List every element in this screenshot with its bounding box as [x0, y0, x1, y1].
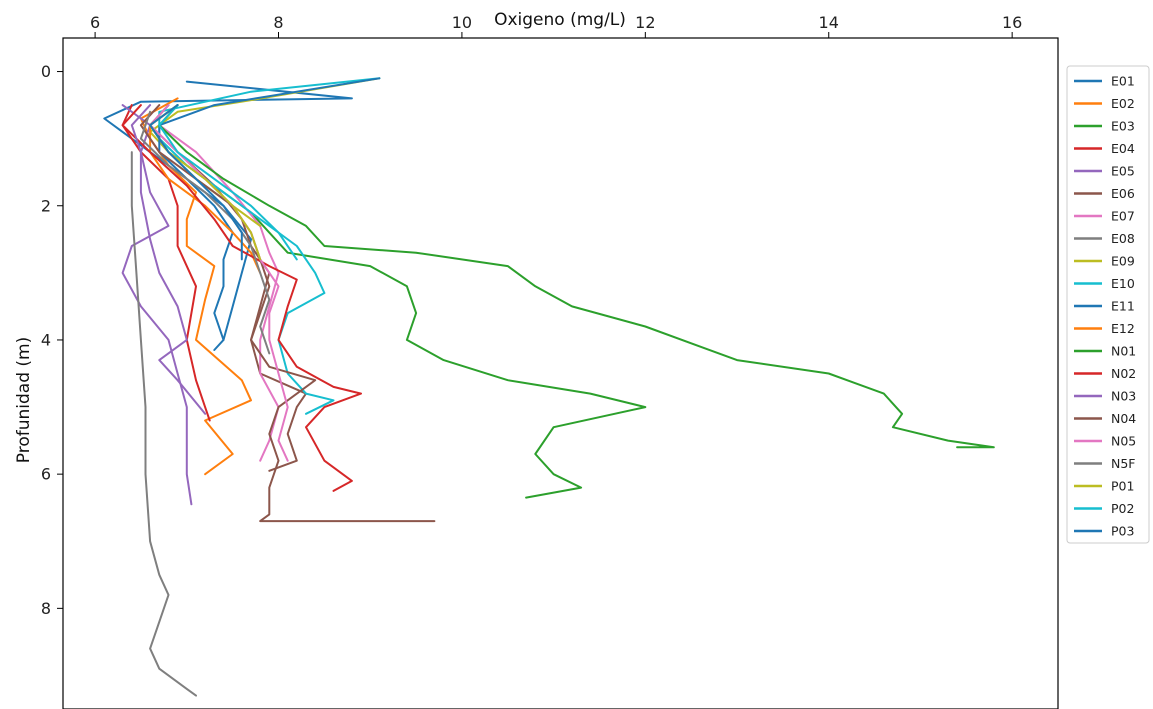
legend-frame: [1066, 65, 1150, 544]
series-line-p02: [158, 104, 298, 261]
legend-label-p03: P03: [1111, 524, 1134, 539]
x-tick-label: 14: [819, 13, 839, 32]
y-tick-label: 4: [41, 330, 51, 349]
x-tick-label: 8: [273, 13, 283, 32]
legend-label-e09: E09: [1111, 254, 1135, 269]
y-tick-label: 6: [41, 465, 51, 484]
legend-label-e08: E08: [1111, 231, 1135, 246]
legend-label-e10: E10: [1111, 276, 1135, 291]
series-line-e05: [121, 104, 193, 506]
series-line-p03: [149, 104, 243, 261]
y-tick-label: 0: [41, 62, 51, 81]
legend-label-n05: N05: [1111, 434, 1136, 449]
x-axis: 6 8 10 12 14 16: [90, 13, 1022, 38]
x-tick-label: 10: [452, 13, 472, 32]
legend-label-e12: E12: [1111, 321, 1135, 336]
series-line-e06: [149, 104, 307, 472]
legend-label-e06: E06: [1111, 186, 1135, 201]
y-axis: 0 2 4 6 8: [41, 62, 63, 618]
series-line-e12: [149, 104, 262, 274]
legend-label-e04: E04: [1111, 141, 1135, 156]
plot-frame: [62, 37, 1059, 709]
series-lines: [103, 77, 995, 697]
legend-label-p02: P02: [1111, 501, 1134, 516]
series-line-n03: [130, 104, 207, 415]
x-tick-label: 16: [1002, 13, 1022, 32]
series-line-e03: [149, 104, 647, 499]
legend-label-n02: N02: [1111, 366, 1136, 381]
legend-label-e02: E02: [1111, 96, 1135, 111]
series-line-e11: [158, 77, 381, 341]
legend-label-e07: E07: [1111, 209, 1135, 224]
legend-label-p01: P01: [1111, 479, 1134, 494]
legend-label-e11: E11: [1111, 299, 1135, 314]
y-tick-label: 8: [41, 599, 51, 618]
legend-label-n5f: N5F: [1111, 456, 1136, 471]
series-line-e04: [121, 104, 211, 422]
series-line-n01: [158, 104, 995, 449]
legend-label-n04: N04: [1111, 411, 1136, 426]
series-line-n02: [121, 104, 362, 492]
x-tick-label: 6: [90, 13, 100, 32]
x-axis-title: Oxigeno (mg/L): [494, 10, 626, 30]
series-line-e08: [130, 151, 197, 697]
legend-label-e01: E01: [1111, 74, 1135, 89]
x-tick-label: 12: [635, 13, 655, 32]
y-axis-title: Profunidad (m): [14, 337, 34, 463]
legend-label-n03: N03: [1111, 389, 1136, 404]
legend: E01 E02 E03 E04 E05 E06 E07 E08 E09 E10 E11 E12 N01 N…: [1066, 65, 1150, 544]
legend-label-e05: E05: [1111, 164, 1135, 179]
legend-label-n01: N01: [1111, 344, 1136, 359]
y-tick-label: 2: [41, 196, 51, 215]
legend-label-e03: E03: [1111, 119, 1135, 134]
